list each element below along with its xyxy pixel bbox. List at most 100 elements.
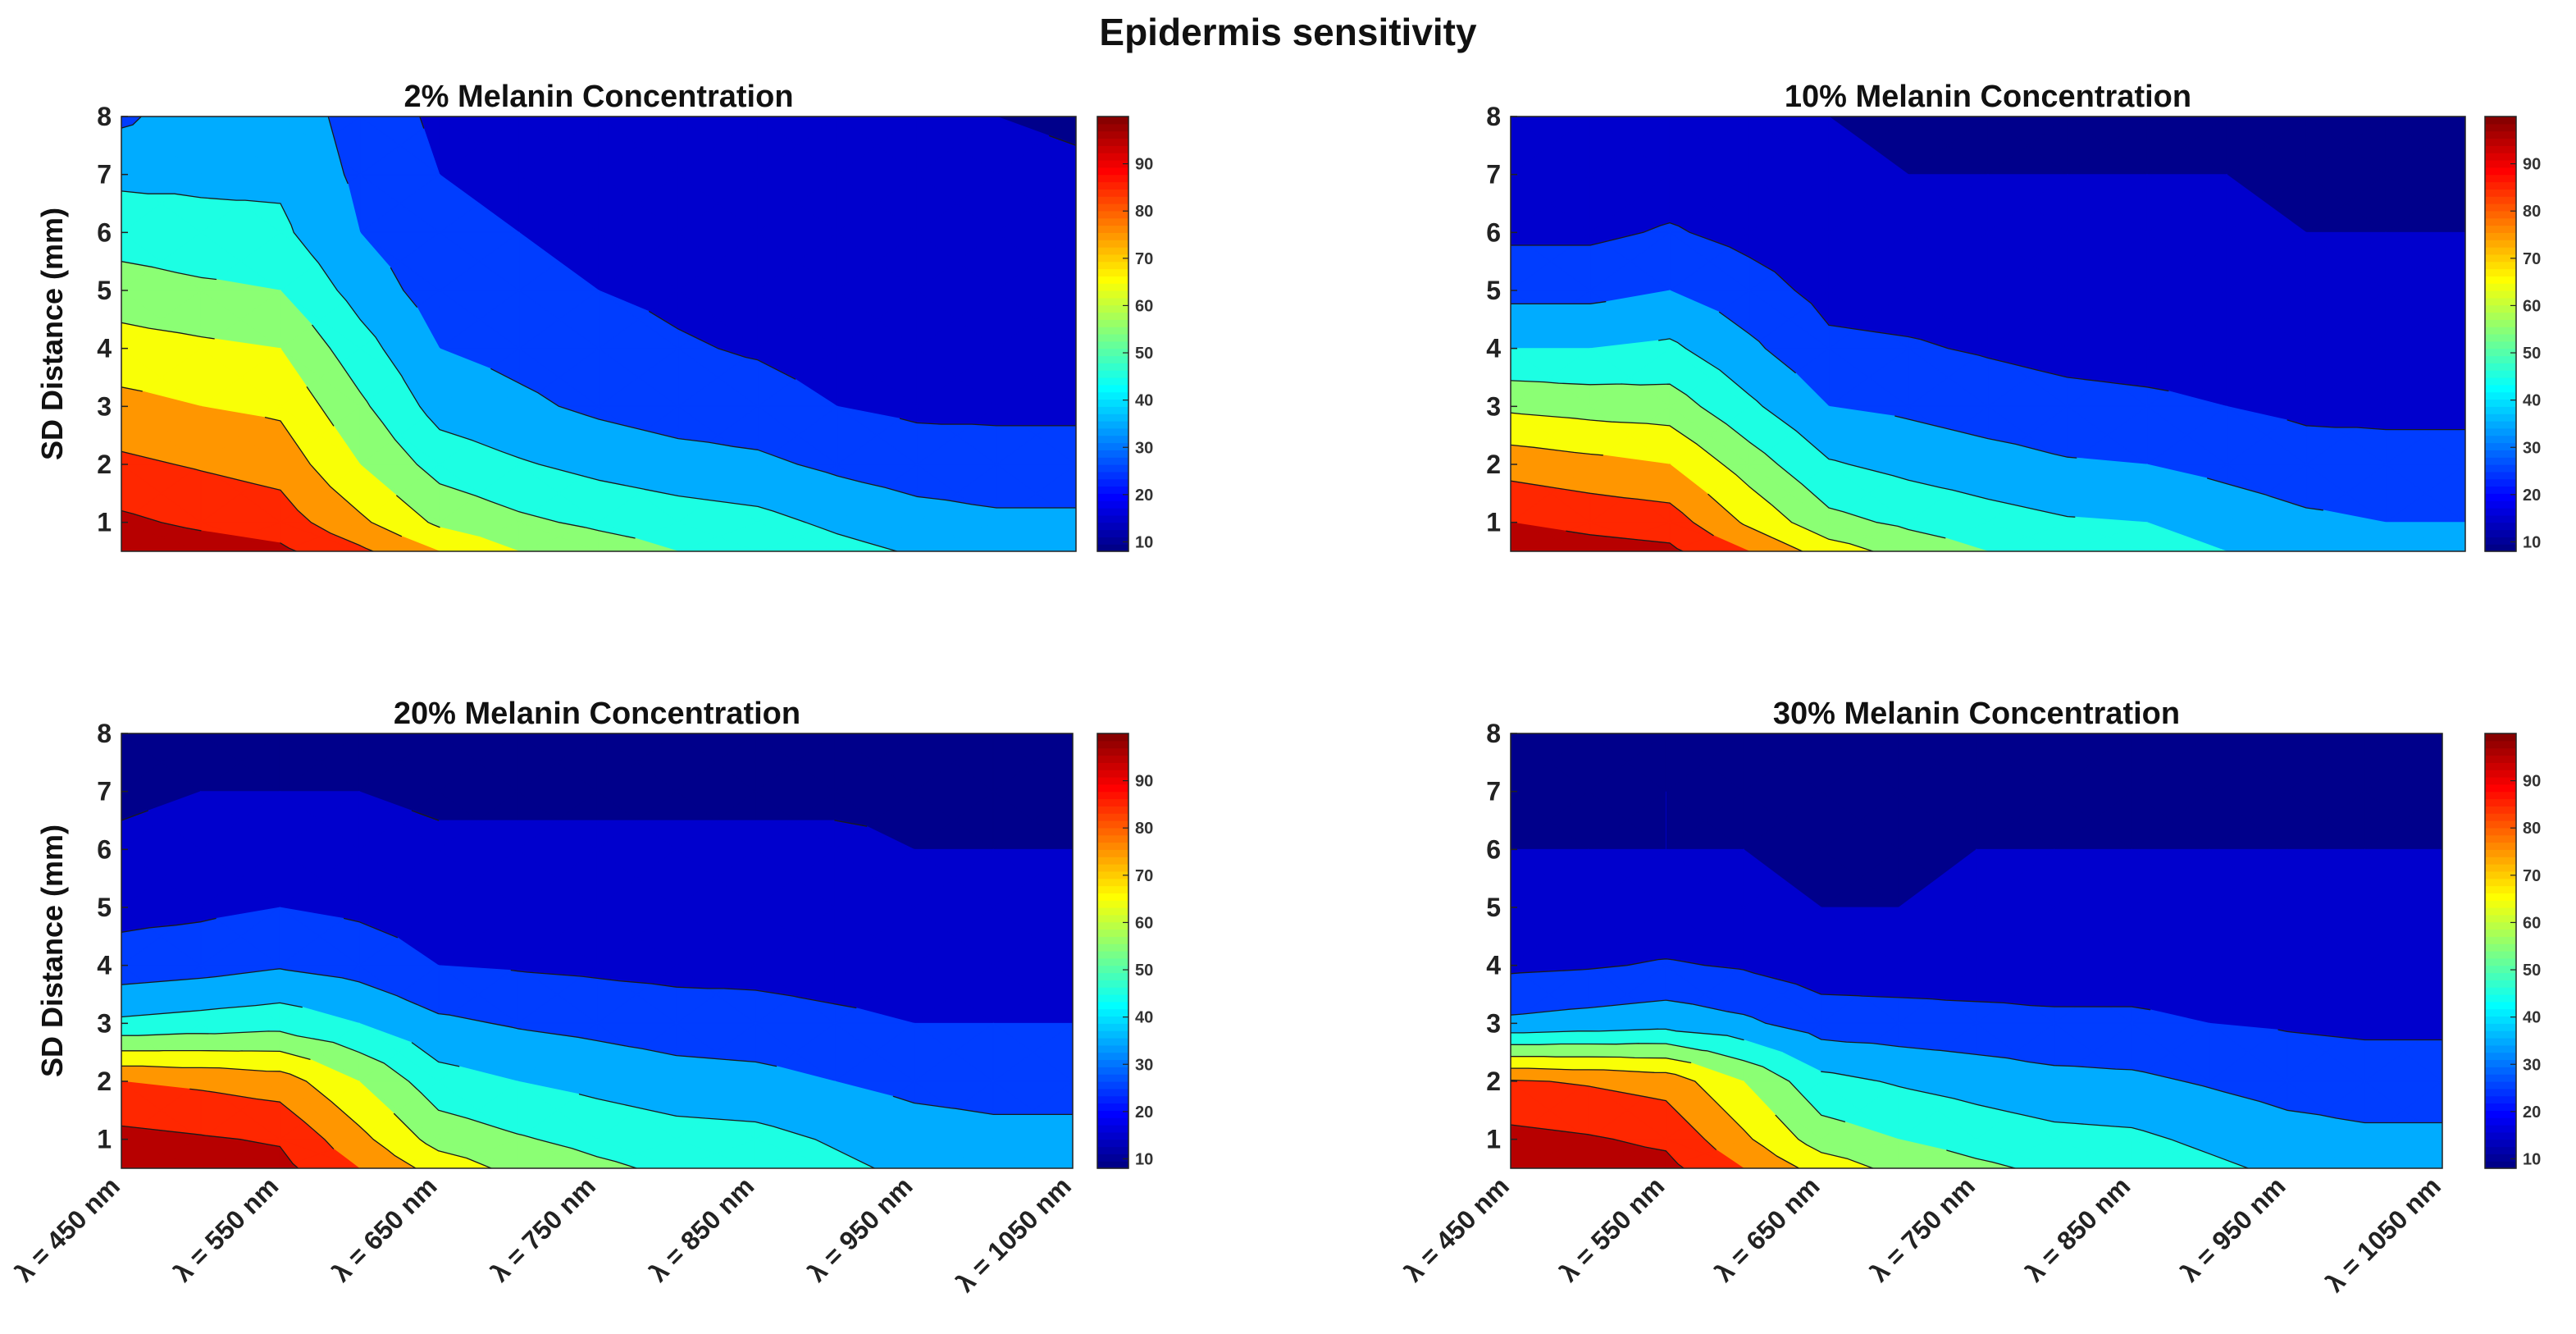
colorbar-segment: [2485, 936, 2516, 944]
colorbar-segment: [2485, 413, 2516, 422]
colorbar-segment: [1097, 399, 1128, 407]
contour-line-70: [1511, 1067, 1800, 1168]
colorbar-segment: [2485, 427, 2516, 436]
colorbar-segment: [1097, 290, 1128, 299]
y-axis-label: SD Distance (mm): [35, 825, 69, 1077]
colorbar-segment: [2485, 181, 2516, 190]
colorbar-tick-label: 60: [1135, 297, 1153, 315]
colorbar-segment: [2485, 210, 2516, 219]
colorbar-segment: [1097, 160, 1128, 168]
colorbar-segment: [2485, 1052, 2516, 1061]
contour-line-30: [1511, 999, 2442, 1124]
figure-title: Epidermis sensitivity: [1099, 11, 1477, 53]
contour-line-70: [121, 386, 403, 537]
plot-frame: [1510, 733, 2443, 1169]
colorbar-segment: [1097, 907, 1128, 916]
colorbar-tick-label: 30: [1135, 439, 1153, 457]
colorbar-segment: [1097, 384, 1128, 393]
colorbar-segment: [2485, 1030, 2516, 1039]
colorbar-segment: [2485, 334, 2516, 342]
colorbar-segment: [2485, 791, 2516, 800]
contour-panel-2: 10% Melanin Concentration 1 2 3 4 5 6 7 8 10 20 30 4…: [1486, 80, 2541, 552]
colorbar-segment: [2485, 864, 2516, 872]
y-tick-label: 3: [97, 391, 112, 421]
colorbar-segment: [2485, 435, 2516, 444]
y-tick-label: 1: [97, 508, 112, 537]
colorbar-segment: [1097, 1154, 1128, 1162]
y-tick-label: 6: [97, 217, 112, 247]
colorbar-segment: [1097, 834, 1128, 843]
y-tick-label: 4: [97, 334, 112, 363]
colorbar-segment: [1097, 268, 1128, 276]
x-tick-label: λ = 550 nm: [167, 1171, 284, 1287]
colorbar-segment: [2485, 1154, 2516, 1162]
colorbar-segment: [1097, 1095, 1128, 1104]
colorbar-segment: [1097, 777, 1128, 785]
y-tick-label: 2: [97, 450, 112, 479]
colorbar-segment: [2485, 951, 2516, 959]
colorbar-segment: [2485, 1016, 2516, 1024]
y-tick-label: 4: [1486, 951, 1501, 980]
colorbar-segment: [1097, 842, 1128, 850]
y-tick-label: 1: [1486, 508, 1501, 537]
colorbar-segment: [1097, 994, 1128, 1003]
colorbar-segment: [1097, 312, 1128, 320]
contour-line-40: [1511, 1028, 2249, 1168]
panel-title: 20% Melanin Concentration: [394, 697, 800, 731]
contour-line-30: [121, 968, 1073, 1116]
colorbar-segment: [1097, 327, 1128, 335]
colorbar-segment: [2485, 240, 2516, 248]
colorbar-segment: [1097, 196, 1128, 204]
colorbar-segment: [2485, 442, 2516, 450]
colorbar-segment: [1097, 914, 1128, 923]
contour-line-90: [1511, 1124, 1685, 1168]
colorbar-segment: [1097, 1139, 1128, 1148]
colorbar-segment: [1097, 1008, 1128, 1017]
colorbar-segment: [1097, 1038, 1128, 1046]
colorbar-segment: [2485, 921, 2516, 930]
colorbar-segment: [2485, 160, 2516, 168]
colorbar-segment: [1097, 167, 1128, 176]
colorbar-tick-label: 10: [1135, 1150, 1153, 1168]
colorbar-segment: [2485, 1059, 2516, 1067]
colorbar-segment: [1097, 123, 1128, 132]
colorbar-segment: [1097, 951, 1128, 959]
colorbar-segment: [2485, 1117, 2516, 1126]
colorbar-segment: [2485, 980, 2516, 988]
y-tick-label: 5: [97, 276, 112, 305]
colorbar-tick-label: 90: [1135, 773, 1153, 791]
colorbar-tick-label: 30: [2523, 1056, 2541, 1074]
colorbar-segment: [2485, 1161, 2516, 1169]
colorbar-segment: [1097, 972, 1128, 980]
colorbar-segment: [1097, 478, 1128, 487]
colorbar-segment: [1097, 537, 1128, 545]
colorbar-segment: [2485, 987, 2516, 995]
colorbar-segment: [1097, 406, 1128, 414]
colorbar-segment: [1097, 435, 1128, 444]
colorbar-segment: [2485, 348, 2516, 357]
y-tick-label: 1: [97, 1125, 112, 1154]
colorbar-segment: [1097, 1023, 1128, 1031]
colorbar-segment: [2485, 514, 2516, 523]
colorbar-segment: [1097, 827, 1128, 836]
colorbar-tick-label: 20: [1135, 487, 1153, 505]
colorbar-tick-label: 10: [2523, 1150, 2541, 1168]
colorbar-tick-label: 70: [2523, 250, 2541, 268]
colorbar-segment: [1097, 1125, 1128, 1133]
colorbar-tick-label: 80: [1135, 203, 1153, 221]
contour-line-50: [1511, 380, 1946, 539]
x-tick-label: λ = 1050 nm: [2320, 1171, 2446, 1297]
colorbar-segment: [2485, 972, 2516, 980]
colorbar-segment: [1097, 806, 1128, 814]
contour-band-40-50: [1511, 338, 2227, 551]
colorbar-segment: [2485, 914, 2516, 923]
colorbar-segment: [1097, 755, 1128, 763]
colorbar: 10 20 30 40 50 60 70 80 90: [2484, 116, 2541, 552]
colorbar-tick-label: 80: [1135, 820, 1153, 838]
colorbar-segment: [1097, 1030, 1128, 1039]
colorbar-segment: [1097, 370, 1128, 378]
x-tick-label: λ = 950 nm: [2175, 1171, 2291, 1287]
colorbar-segment: [2485, 508, 2516, 516]
colorbar-tick-label: 90: [2523, 773, 2541, 791]
colorbar-segment: [1097, 943, 1128, 952]
